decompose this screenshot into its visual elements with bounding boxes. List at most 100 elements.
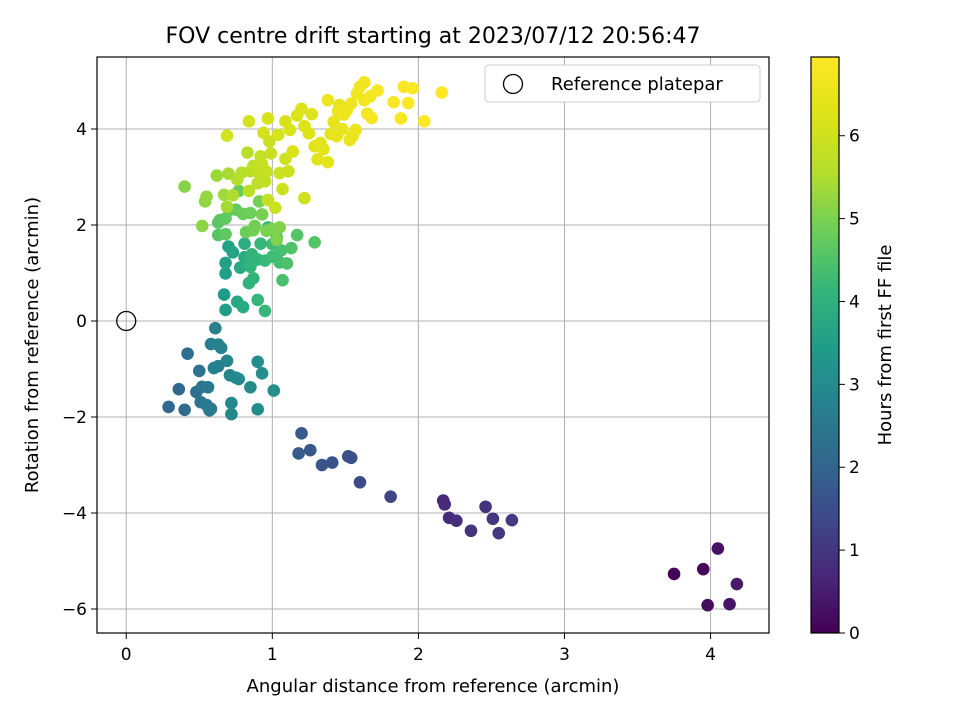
data-point <box>311 152 324 166</box>
data-point <box>209 321 222 335</box>
data-point <box>321 155 335 169</box>
x-axis-label: Angular distance from reference (arcmin) <box>247 676 620 697</box>
data-point <box>268 201 282 215</box>
y-tick-label: 4 <box>76 120 87 140</box>
data-point <box>225 396 238 410</box>
data-point <box>344 451 358 465</box>
colorbar-label: Hours from first FF file <box>875 245 896 446</box>
reference-platepar-marker <box>116 310 137 332</box>
data-point <box>505 513 519 527</box>
data-point <box>479 500 492 514</box>
data-point <box>258 175 272 188</box>
data-point <box>181 347 194 360</box>
legend: Reference platepar <box>484 64 761 103</box>
x-tick-label: 3 <box>559 645 570 665</box>
y-axis-label: Rotation from reference (arcmin) <box>22 197 43 493</box>
data-point <box>236 300 250 314</box>
data-point <box>220 129 234 143</box>
data-point <box>219 256 232 270</box>
data-point <box>353 475 367 489</box>
grid <box>97 57 769 633</box>
data-point <box>723 597 736 611</box>
data-point <box>417 115 431 128</box>
data-point <box>284 241 298 255</box>
y-axis-ticks: −6 −4 −2 0 2 4 <box>62 120 97 620</box>
data-point <box>226 246 240 259</box>
data-point <box>251 293 264 307</box>
data-point <box>696 562 710 576</box>
data-point <box>225 407 238 421</box>
colorbar-tick-label: 2 <box>849 458 860 478</box>
data-point <box>178 403 191 417</box>
colorbar-tick-label: 3 <box>849 375 860 395</box>
data-point <box>232 372 246 386</box>
data-point <box>292 447 305 460</box>
y-tick-label: −4 <box>62 504 87 524</box>
data-point <box>730 577 744 591</box>
colorbar-tick-label: 5 <box>849 210 860 230</box>
data-point <box>254 237 267 251</box>
data-point <box>220 354 234 368</box>
data-point <box>701 598 714 612</box>
data-point <box>267 384 281 397</box>
data-point <box>242 184 256 198</box>
data-point <box>219 267 232 280</box>
data-point <box>172 382 186 396</box>
data-point <box>226 188 240 202</box>
data-point <box>492 526 506 540</box>
data-point <box>711 542 725 555</box>
data-point <box>401 96 415 110</box>
data-point <box>394 112 408 125</box>
data-point <box>337 108 351 121</box>
data-point <box>178 180 191 193</box>
data-point <box>280 257 294 270</box>
data-point <box>248 219 262 233</box>
data-point <box>321 93 335 107</box>
data-point <box>295 102 308 116</box>
data-point <box>302 127 316 140</box>
data-point <box>219 227 232 241</box>
data-point <box>219 303 232 317</box>
axes-frame <box>96 56 770 634</box>
data-point <box>327 115 340 129</box>
data-point <box>255 367 269 380</box>
data-point <box>344 97 358 110</box>
data-point <box>271 128 285 142</box>
x-tick-label: 1 <box>267 645 278 665</box>
data-point <box>214 341 228 355</box>
data-point <box>290 228 304 242</box>
data-point <box>303 443 317 457</box>
data-point <box>349 123 362 137</box>
data-point <box>384 490 397 503</box>
data-point <box>210 169 224 182</box>
data-point <box>251 403 264 416</box>
data-point <box>192 364 206 378</box>
data-point <box>450 514 463 527</box>
data-point <box>295 427 308 440</box>
data-point <box>270 233 283 247</box>
data-point <box>258 304 272 318</box>
data-point <box>244 380 257 394</box>
y-tick-label: −6 <box>62 600 87 620</box>
data-point <box>308 235 321 249</box>
legend-box <box>484 64 761 103</box>
data-point <box>241 146 254 159</box>
y-tick-label: −2 <box>62 408 87 428</box>
data-point <box>257 126 270 140</box>
data-point <box>217 288 231 301</box>
data-point <box>238 237 251 251</box>
x-tick-label: 2 <box>413 645 424 665</box>
data-point <box>201 380 215 394</box>
chart-title: FOV centre drift starting at 2023/07/12 … <box>166 24 701 49</box>
data-point <box>195 219 209 233</box>
data-point <box>260 165 273 179</box>
data-point <box>204 402 218 416</box>
reference-layer <box>116 310 137 332</box>
data-point <box>162 400 175 414</box>
data-point <box>365 111 378 125</box>
data-point <box>244 206 257 220</box>
data-point <box>358 76 371 89</box>
data-point <box>283 123 297 137</box>
